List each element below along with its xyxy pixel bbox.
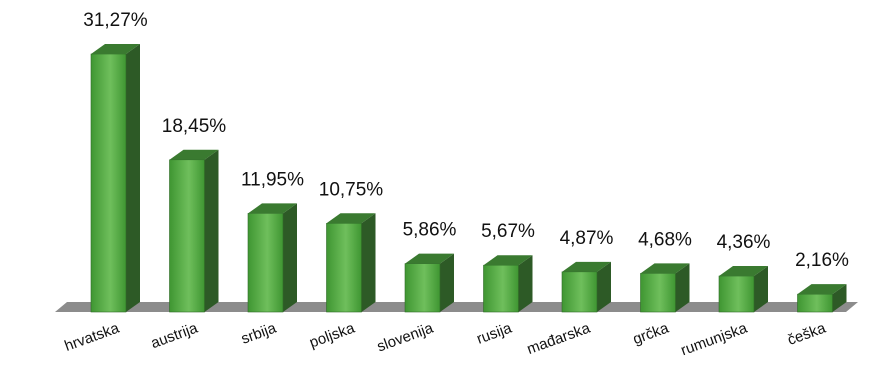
bar-front bbox=[90, 53, 127, 313]
value-label: 4,68% bbox=[638, 229, 692, 250]
value-label: 2,16% bbox=[795, 250, 849, 271]
bar-side bbox=[597, 261, 611, 312]
bar-side bbox=[675, 263, 690, 312]
bar-top bbox=[640, 263, 690, 274]
value-label: 5,67% bbox=[481, 221, 535, 242]
category-labels-group: hrvatska austrija srbija poljska slovenija ru… bbox=[62, 319, 828, 359]
bar-front bbox=[404, 263, 441, 313]
bar-austrija bbox=[169, 149, 219, 313]
bars-group bbox=[90, 44, 847, 313]
tick-label: poljska bbox=[307, 319, 357, 351]
tick-label: češka bbox=[785, 319, 828, 349]
tick-label: hrvatska bbox=[62, 319, 122, 355]
bar-slovenija bbox=[404, 253, 454, 313]
bar-top bbox=[248, 203, 297, 214]
bar-mađarska bbox=[561, 261, 611, 313]
bar-side bbox=[204, 149, 219, 312]
bar-češka bbox=[797, 284, 847, 313]
value-label: 5,86% bbox=[403, 220, 457, 241]
bar-front bbox=[561, 271, 598, 313]
tick-label: rumunjska bbox=[679, 319, 750, 359]
bar-top bbox=[562, 261, 611, 272]
bar-top bbox=[797, 284, 847, 295]
bar-top bbox=[719, 266, 768, 277]
bar-top bbox=[169, 149, 219, 160]
bar-side bbox=[832, 284, 847, 312]
bar-side bbox=[518, 255, 533, 312]
bar-side bbox=[754, 266, 768, 312]
bar-rusija bbox=[483, 255, 533, 313]
bar-front bbox=[797, 293, 833, 313]
bar-top bbox=[91, 44, 140, 54]
bar-top bbox=[326, 213, 376, 224]
bar-front bbox=[483, 264, 519, 313]
tick-label: grčka bbox=[631, 319, 672, 348]
bar-grčka bbox=[640, 263, 690, 313]
bar-side bbox=[283, 203, 297, 312]
bar-hrvatska bbox=[90, 44, 140, 313]
bar-front bbox=[718, 275, 755, 313]
bar-front bbox=[169, 159, 205, 313]
bar-side bbox=[440, 253, 454, 312]
value-labels-group: 31,27% 18,45% 11,95% 10,75% 5,86% 5,67% 4,87% 4… bbox=[83, 10, 849, 271]
bar-srbija bbox=[247, 203, 297, 313]
tick-label: rusija bbox=[474, 319, 514, 347]
bar-rumunjska bbox=[718, 266, 768, 313]
value-label: 11,95% bbox=[241, 169, 304, 190]
tick-label: austrija bbox=[149, 319, 201, 352]
bar-front bbox=[640, 273, 676, 313]
value-label: 4,87% bbox=[560, 228, 614, 249]
tick-label: slovenija bbox=[375, 319, 436, 355]
bar-front bbox=[326, 223, 362, 313]
tick-label: srbija bbox=[239, 319, 279, 347]
bar-front bbox=[247, 213, 284, 313]
bar-top bbox=[483, 255, 533, 266]
bar-poljska bbox=[326, 213, 376, 313]
value-label: 10,75% bbox=[319, 179, 384, 200]
value-label: 4,36% bbox=[717, 232, 771, 253]
value-label: 31,27% bbox=[83, 10, 148, 31]
bar-side bbox=[361, 213, 376, 312]
value-label: 18,45% bbox=[162, 116, 227, 137]
bar-top bbox=[405, 253, 454, 264]
tick-label: mađarska bbox=[525, 319, 593, 358]
bar-side bbox=[126, 44, 140, 312]
